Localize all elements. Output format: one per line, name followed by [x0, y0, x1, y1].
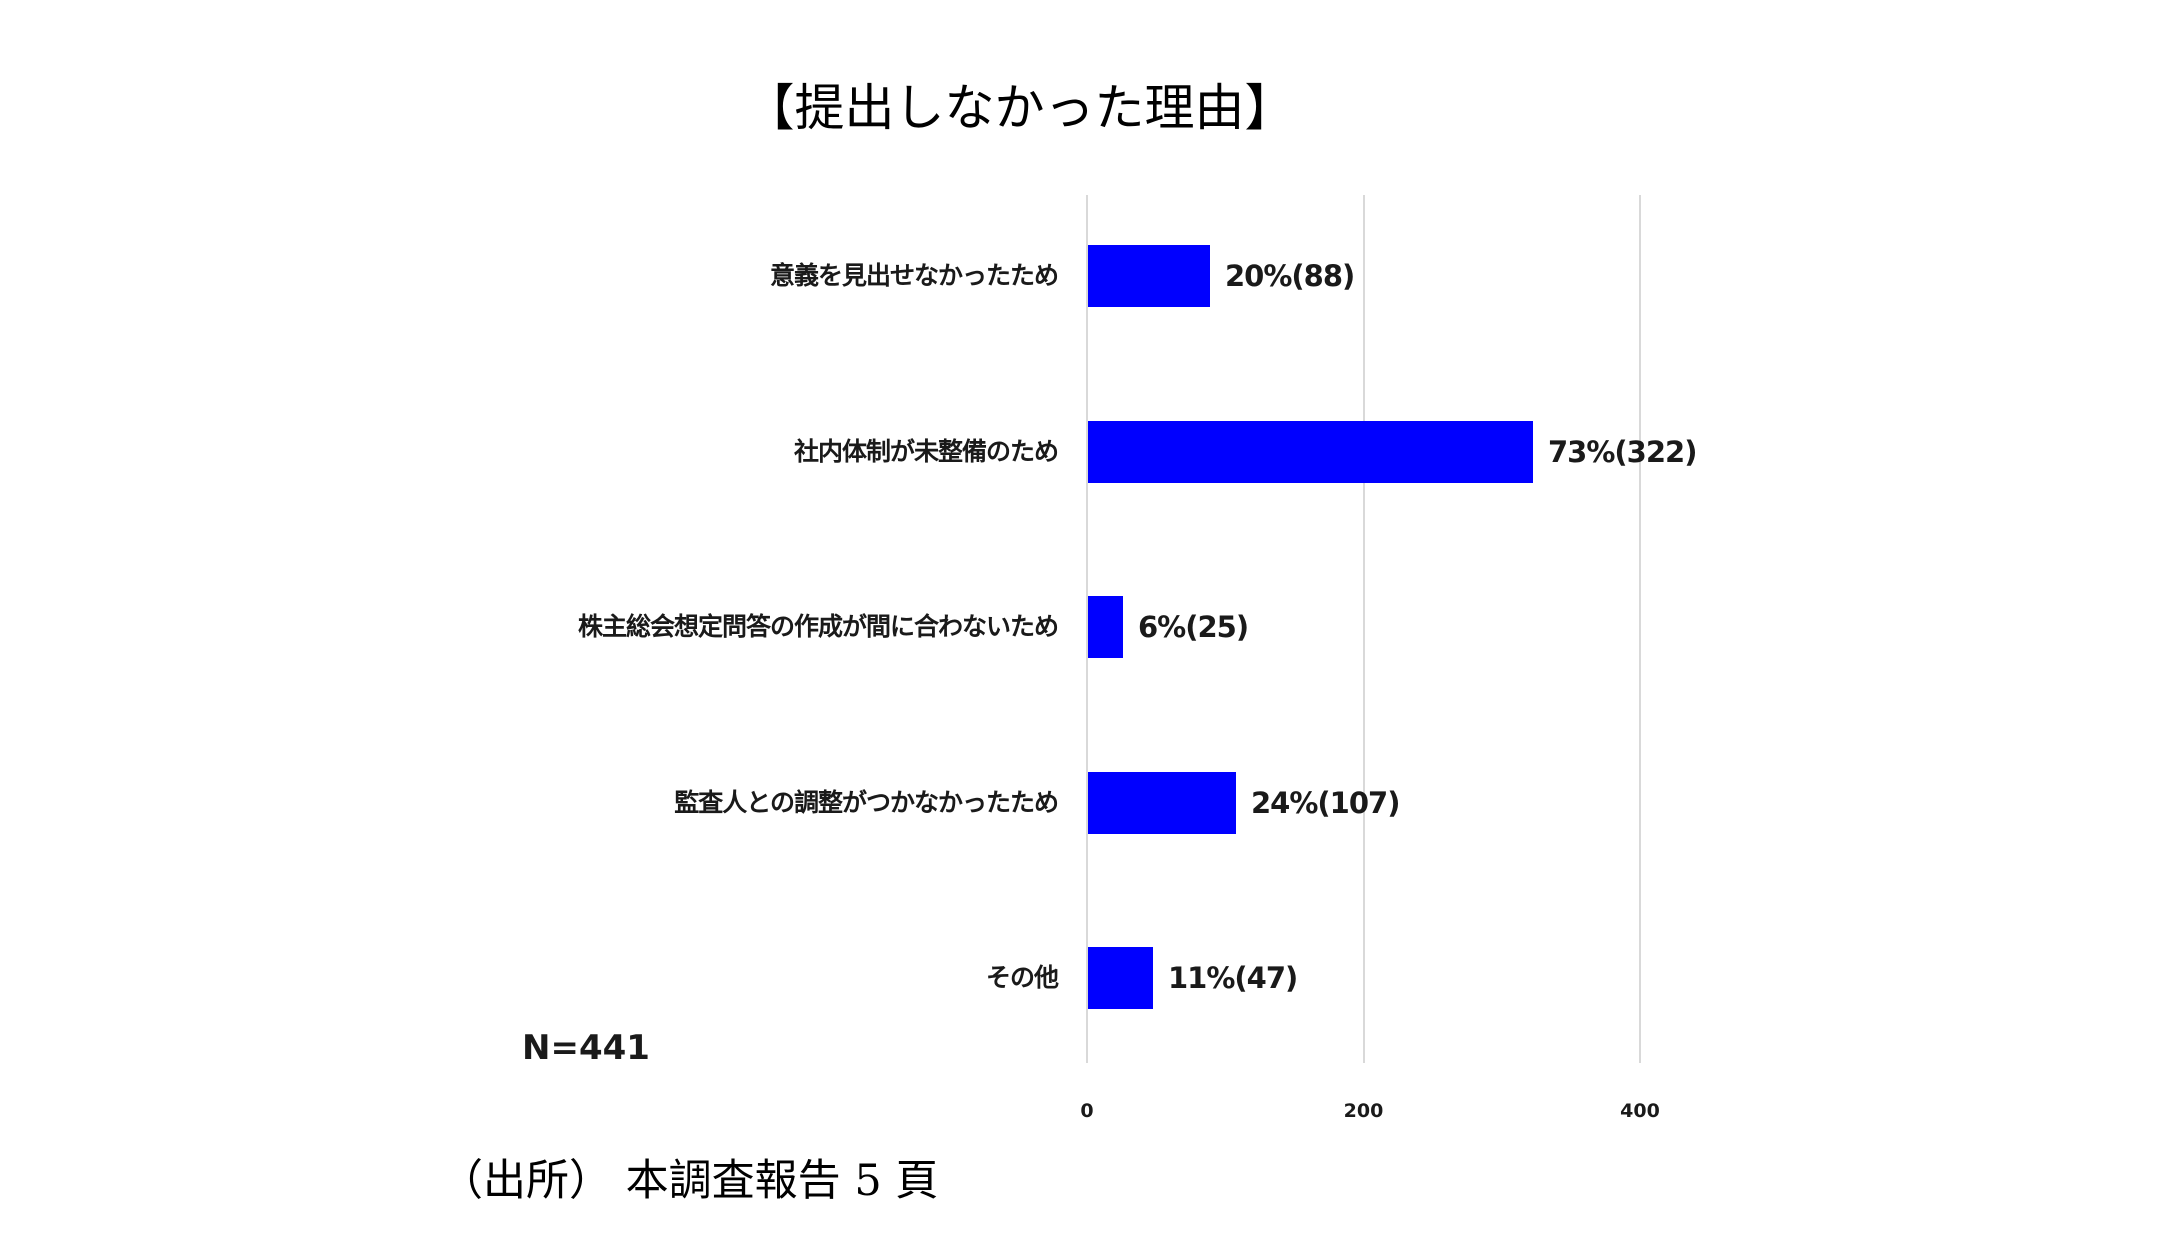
bar: [1088, 947, 1153, 1009]
chart-title: 【提出しなかった理由】: [744, 79, 1295, 137]
gridline: [1639, 195, 1641, 1063]
gridline: [1362, 195, 1365, 1063]
data-label: 11%(47): [1168, 961, 1298, 995]
category-label: その他: [985, 963, 1059, 992]
bar: [1088, 772, 1236, 834]
data-label: 24%(107): [1251, 786, 1400, 820]
bar: [1088, 421, 1533, 483]
category-label: 監査人との調整がつかなかったため: [674, 788, 1059, 817]
x-tick-label: 0: [1080, 1100, 1094, 1122]
bar: [1088, 596, 1123, 658]
sample-size-label: N=441: [522, 1028, 650, 1068]
data-label: 6%(25): [1138, 610, 1249, 644]
category-label: 意義を見出せなかったため: [769, 261, 1059, 290]
data-label: 73%(322): [1548, 435, 1697, 469]
source-note: （出所） 本調査報告 5 頁: [440, 1156, 939, 1206]
bar: [1088, 245, 1210, 307]
x-tick-label: 200: [1343, 1100, 1384, 1122]
category-label: 株主総会想定問答の作成が間に合わないため: [577, 612, 1059, 641]
data-label: 20%(88): [1225, 259, 1355, 293]
gridline: [1086, 195, 1088, 1063]
category-label: 社内体制が未整備のため: [793, 437, 1059, 466]
x-tick-label: 400: [1620, 1100, 1660, 1122]
